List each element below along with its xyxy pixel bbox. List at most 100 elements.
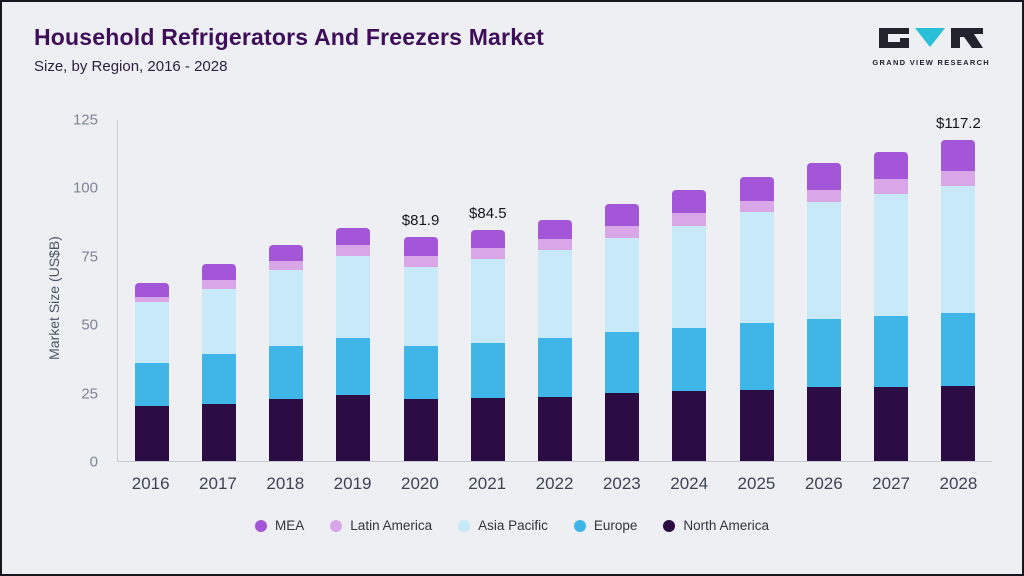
segment-europe[interactable]	[538, 337, 573, 397]
stacked-bar-2028[interactable]: $117.2	[936, 115, 981, 461]
y-tick-label: 0	[89, 453, 98, 471]
segment-mea[interactable]	[269, 244, 304, 262]
segment-europe[interactable]	[134, 362, 169, 407]
stacked-bar-2017[interactable]	[201, 264, 236, 461]
segment-asia-pacific[interactable]	[605, 238, 640, 333]
segment-north-america[interactable]	[403, 399, 438, 461]
segment-north-america[interactable]	[134, 406, 169, 461]
segment-europe[interactable]	[739, 322, 774, 390]
bar-slot	[185, 120, 252, 461]
x-axis-label: 2019	[333, 474, 372, 493]
segment-mea[interactable]	[470, 229, 505, 248]
segment-mea[interactable]	[672, 190, 707, 214]
segment-north-america[interactable]	[874, 387, 909, 461]
segment-north-america[interactable]	[672, 391, 707, 461]
stacked-bar-2026[interactable]	[806, 162, 841, 461]
segment-latin-america[interactable]	[739, 201, 774, 213]
segment-asia-pacific[interactable]	[336, 255, 371, 338]
header: Household Refrigerators And Freezers Mar…	[34, 24, 990, 75]
bar-slot	[118, 120, 185, 461]
segment-north-america[interactable]	[538, 396, 573, 461]
segment-europe[interactable]	[201, 354, 236, 404]
segment-europe[interactable]	[806, 318, 841, 388]
segment-latin-america[interactable]	[806, 190, 841, 203]
y-tick-label: 50	[81, 316, 98, 334]
segment-latin-america[interactable]	[470, 247, 505, 259]
stacked-bar-2024[interactable]	[672, 190, 707, 461]
legend: MEA Latin America Asia Pacific Europe North …	[2, 518, 1022, 533]
segment-north-america[interactable]	[470, 398, 505, 461]
segment-asia-pacific[interactable]	[470, 258, 505, 344]
segment-latin-america[interactable]	[538, 239, 573, 251]
legend-item-north-america[interactable]: North America	[663, 518, 769, 533]
segment-north-america[interactable]	[605, 392, 640, 461]
stacked-bar-2018[interactable]	[269, 244, 304, 461]
segment-asia-pacific[interactable]	[806, 202, 841, 319]
segment-asia-pacific[interactable]	[874, 194, 909, 317]
segment-latin-america[interactable]	[336, 244, 371, 256]
segment-mea[interactable]	[806, 162, 841, 191]
segment-mea[interactable]	[336, 228, 371, 245]
segment-europe[interactable]	[605, 332, 640, 393]
segment-latin-america[interactable]	[605, 225, 640, 239]
stacked-bar-2016[interactable]	[134, 283, 169, 461]
segment-mea[interactable]	[605, 203, 640, 226]
segment-asia-pacific[interactable]	[739, 212, 774, 323]
segment-north-america[interactable]	[739, 389, 774, 461]
legend-item-europe[interactable]: Europe	[573, 518, 637, 533]
segment-latin-america[interactable]	[201, 280, 236, 289]
legend-item-asia-pacific[interactable]: Asia Pacific	[458, 518, 548, 533]
segment-europe[interactable]	[269, 346, 304, 400]
segment-asia-pacific[interactable]	[941, 186, 976, 314]
bars-container: $81.9 $84.5 $117.2	[118, 115, 992, 461]
segment-europe[interactable]	[874, 316, 909, 388]
segment-north-america[interactable]	[269, 399, 304, 461]
bar-slot: $81.9	[387, 120, 454, 461]
bar-slot: $84.5	[454, 120, 521, 461]
bar-slot	[723, 120, 790, 461]
stacked-bar-2020[interactable]: $81.9	[402, 212, 439, 461]
segment-mea[interactable]	[538, 220, 573, 240]
stacked-bar-2021[interactable]: $84.5	[469, 205, 507, 461]
stacked-bar-2025[interactable]	[739, 176, 774, 461]
segment-europe[interactable]	[941, 313, 976, 386]
segment-latin-america[interactable]	[134, 296, 169, 303]
segment-asia-pacific[interactable]	[201, 288, 236, 355]
stacked-bar-2022[interactable]	[538, 220, 573, 461]
segment-mea[interactable]	[739, 176, 774, 202]
segment-europe[interactable]	[403, 346, 438, 400]
stacked-bar-2023[interactable]	[605, 203, 640, 461]
segment-europe[interactable]	[470, 343, 505, 399]
segment-latin-america[interactable]	[874, 179, 909, 195]
y-tick-label: 25	[81, 385, 98, 403]
segment-mea[interactable]	[134, 283, 169, 297]
legend-item-latin-america[interactable]: Latin America	[330, 518, 432, 533]
segment-latin-america[interactable]	[403, 255, 438, 267]
stacked-bar-2019[interactable]	[336, 228, 371, 461]
segment-mea[interactable]	[403, 236, 438, 256]
segment-asia-pacific[interactable]	[672, 225, 707, 329]
x-axis-label: 2021	[468, 474, 507, 493]
logo-text: GRAND VIEW RESEARCH	[872, 58, 990, 67]
legend-item-mea[interactable]: MEA	[255, 518, 304, 533]
segment-asia-pacific[interactable]	[403, 266, 438, 347]
segment-north-america[interactable]	[336, 395, 371, 461]
segment-north-america[interactable]	[806, 387, 841, 461]
segment-mea[interactable]	[874, 151, 909, 180]
segment-north-america[interactable]	[201, 403, 236, 461]
segment-europe[interactable]	[336, 337, 371, 396]
legend-swatch	[255, 519, 268, 532]
segment-asia-pacific[interactable]	[269, 269, 304, 347]
segment-asia-pacific[interactable]	[134, 302, 169, 363]
segment-north-america[interactable]	[941, 385, 976, 461]
segment-latin-america[interactable]	[941, 171, 976, 187]
segment-mea[interactable]	[201, 264, 236, 281]
segment-mea[interactable]	[941, 140, 976, 171]
segment-europe[interactable]	[672, 328, 707, 392]
stacked-bar-2027[interactable]	[874, 151, 909, 461]
value-label: $84.5	[469, 204, 507, 222]
segment-latin-america[interactable]	[672, 213, 707, 226]
segment-asia-pacific[interactable]	[538, 250, 573, 338]
segment-latin-america[interactable]	[269, 261, 304, 270]
